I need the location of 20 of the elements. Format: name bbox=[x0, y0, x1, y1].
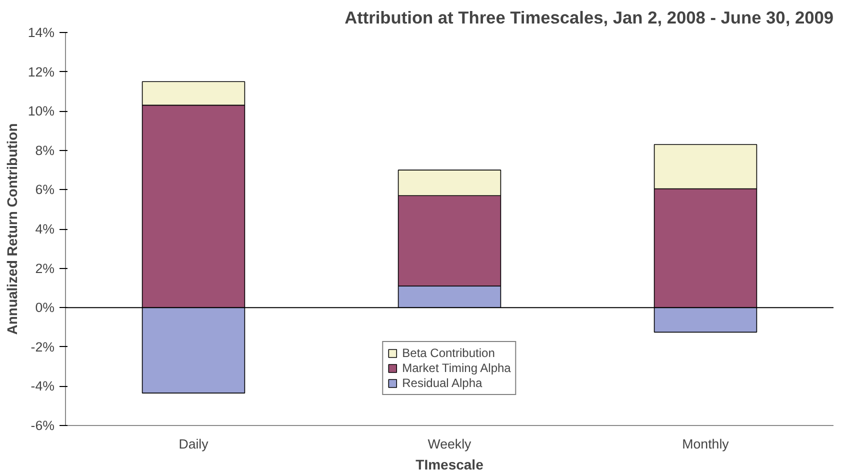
y-tick-label: 6% bbox=[35, 182, 55, 198]
y-tick-label: 14% bbox=[28, 25, 55, 40]
y-tick-label: 4% bbox=[35, 222, 55, 236]
y-tick-label: -2% bbox=[30, 339, 55, 354]
x-tick-label: Weekly bbox=[428, 436, 472, 452]
y-tick-label: -6% bbox=[30, 418, 55, 433]
chart-title: Attribution at Three Timescales, Jan 2, 2008 - June 30, 2009 bbox=[344, 8, 834, 28]
legend-label: Beta Contribution bbox=[402, 346, 495, 360]
y-tick-label: 8% bbox=[35, 142, 55, 158]
y-tick-label: -4% bbox=[30, 378, 55, 394]
y-tick-label: 0% bbox=[35, 300, 55, 316]
legend-label: Market Timing Alpha bbox=[402, 361, 511, 375]
x-axis-title: TImescale bbox=[416, 456, 484, 472]
legend-label: Residual Alpha bbox=[402, 376, 482, 390]
y-tick-label: 10% bbox=[28, 104, 55, 119]
y-tick-label: 2% bbox=[35, 260, 55, 276]
x-tick-label: Monthly bbox=[682, 436, 730, 452]
y-axis-title: Annualized Return Contribution bbox=[4, 123, 20, 335]
x-tick-label: Daily bbox=[178, 436, 209, 452]
y-tick-label: 12% bbox=[28, 64, 55, 80]
